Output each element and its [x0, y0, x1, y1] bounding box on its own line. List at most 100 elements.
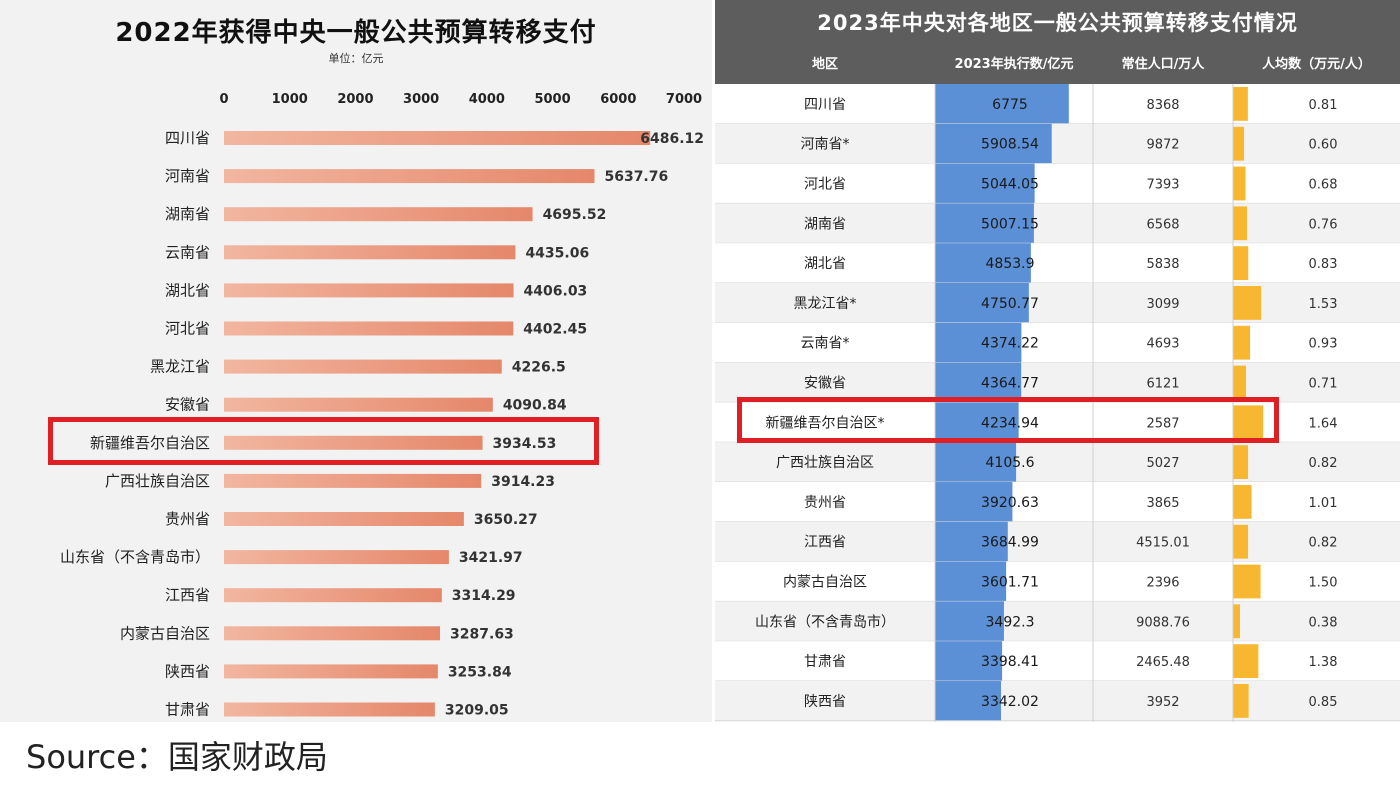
per-capita-cell: 0.68 [1309, 178, 1338, 193]
per-capita-bar [1233, 365, 1247, 400]
amount-cell: 5007.15 [981, 216, 1039, 232]
value-label: 4402.45 [523, 322, 587, 338]
per-capita-bar [1233, 684, 1249, 718]
right-table-header: 地区 2023年执行数/亿元 常住人口/万人 人均数（万元/人） [715, 46, 1400, 84]
bar [224, 702, 435, 717]
right-table-title: 2023年中央对各地区一般公共预算转移支付情况 [715, 0, 1400, 46]
population-cell: 4693 [1146, 337, 1179, 352]
per-capita-bar [1233, 126, 1245, 161]
per-capita-bar [1233, 644, 1259, 678]
population-cell: 5838 [1146, 257, 1179, 272]
amount-cell: 5044.05 [981, 177, 1039, 193]
amount-bar [935, 283, 1029, 323]
value-label: 3287.63 [450, 626, 514, 642]
source-note: Source：国家财政局 [26, 738, 328, 776]
amount-bar [935, 163, 1035, 204]
per-capita-cell: 0.81 [1309, 98, 1338, 113]
x-tick-label: 5000 [534, 92, 570, 107]
bar [224, 588, 442, 603]
x-tick-label: 6000 [600, 92, 636, 107]
region-cell: 河北省 [804, 177, 846, 193]
population-cell: 6121 [1146, 377, 1179, 392]
per-capita-bar [1233, 87, 1248, 121]
left-chart-title: 2022年获得中央一般公共预算转移支付 [115, 18, 597, 48]
bar [224, 359, 502, 374]
category-label: 广西壮族自治区 [105, 472, 210, 490]
bar [224, 550, 449, 565]
value-label: 3934.53 [493, 436, 557, 452]
amount-bar [935, 521, 1008, 562]
per-capita-cell: 0.60 [1309, 138, 1338, 153]
per-capita-bar [1233, 445, 1249, 479]
left-bar-chart: 0 1000 2000 3000 4000 5000 6000 7000 四川省 6486.12 河… [60, 92, 704, 719]
amount-cell: 6775 [992, 97, 1028, 113]
bar [224, 626, 441, 641]
value-label: 3209.05 [445, 703, 509, 719]
x-tick-label: 0 [219, 92, 228, 107]
amount-bar [935, 84, 1069, 124]
region-cell: 贵州省 [804, 495, 846, 511]
population-cell: 4515.01 [1136, 536, 1190, 551]
bar [224, 435, 483, 450]
per-capita-cell: 0.93 [1309, 337, 1338, 352]
per-capita-cell: 0.38 [1309, 615, 1338, 630]
amount-cell: 4750.77 [981, 296, 1039, 312]
bar [224, 397, 493, 412]
per-capita-cell: 0.82 [1309, 456, 1338, 471]
bar [224, 131, 651, 145]
region-cell: 江西省 [804, 535, 846, 551]
amount-cell: 3601.71 [981, 575, 1039, 591]
table-row-bg [715, 362, 1400, 403]
table-row-bg [715, 243, 1400, 283]
table-row-bg [715, 402, 1400, 443]
value-label: 3421.97 [459, 550, 523, 566]
per-capita-cell: 1.64 [1309, 416, 1338, 431]
bar [224, 283, 514, 298]
per-capita-cell: 0.71 [1309, 377, 1338, 392]
header-population: 常住人口/万人 [1121, 57, 1205, 72]
table-row-bg [715, 601, 1400, 642]
right-table-chart: 四川省 6775 8368 0.81 河南省* 5908.54 9872 0.60 河北省 504… [715, 84, 1400, 722]
population-cell: 3865 [1146, 496, 1179, 511]
table-row-bg [715, 123, 1400, 164]
amount-cell: 3684.99 [981, 535, 1039, 551]
population-cell: 2587 [1146, 416, 1179, 431]
amount-cell: 3492.3 [986, 614, 1035, 630]
category-label: 内蒙古自治区 [120, 624, 210, 642]
value-label: 3314.29 [452, 588, 516, 604]
value-label: 4406.03 [524, 283, 588, 299]
amount-bar [935, 482, 1013, 522]
region-cell: 山东省（不含青岛市） [755, 613, 895, 630]
table-row-bg [715, 482, 1400, 522]
population-cell: 7393 [1146, 178, 1179, 193]
region-cell: 广西壮族自治区 [776, 455, 874, 471]
bar [224, 169, 595, 184]
x-tick-label: 7000 [666, 92, 702, 107]
population-cell: 5027 [1146, 456, 1179, 471]
per-capita-cell: 1.01 [1309, 496, 1338, 511]
x-tick-label: 3000 [403, 92, 439, 107]
header-region: 地区 [811, 57, 838, 72]
value-label: 4226.5 [512, 360, 566, 376]
amount-bar [935, 402, 1019, 443]
amount-bar [935, 681, 1002, 721]
category-label: 甘肃省 [165, 701, 210, 719]
bar [224, 207, 533, 222]
population-cell: 3952 [1146, 695, 1179, 710]
table-row-bg [715, 163, 1400, 204]
left-chart-unit: 单位：亿元 [328, 52, 384, 65]
value-label: 4435.06 [525, 245, 589, 261]
right-highlight-box [737, 397, 1279, 443]
region-cell: 甘肃省 [804, 654, 846, 670]
value-label: 4090.84 [503, 398, 567, 414]
per-capita-bar [1233, 286, 1262, 320]
table-row-bg [715, 203, 1400, 244]
value-label: 4695.52 [543, 207, 607, 223]
value-label: 5637.76 [604, 169, 668, 185]
per-capita-cell: 0.83 [1309, 257, 1338, 272]
bar [224, 473, 482, 488]
region-cell: 四川省 [804, 97, 846, 113]
amount-cell: 4364.77 [981, 376, 1039, 392]
table-row-bg [715, 641, 1400, 681]
bar [224, 512, 464, 526]
